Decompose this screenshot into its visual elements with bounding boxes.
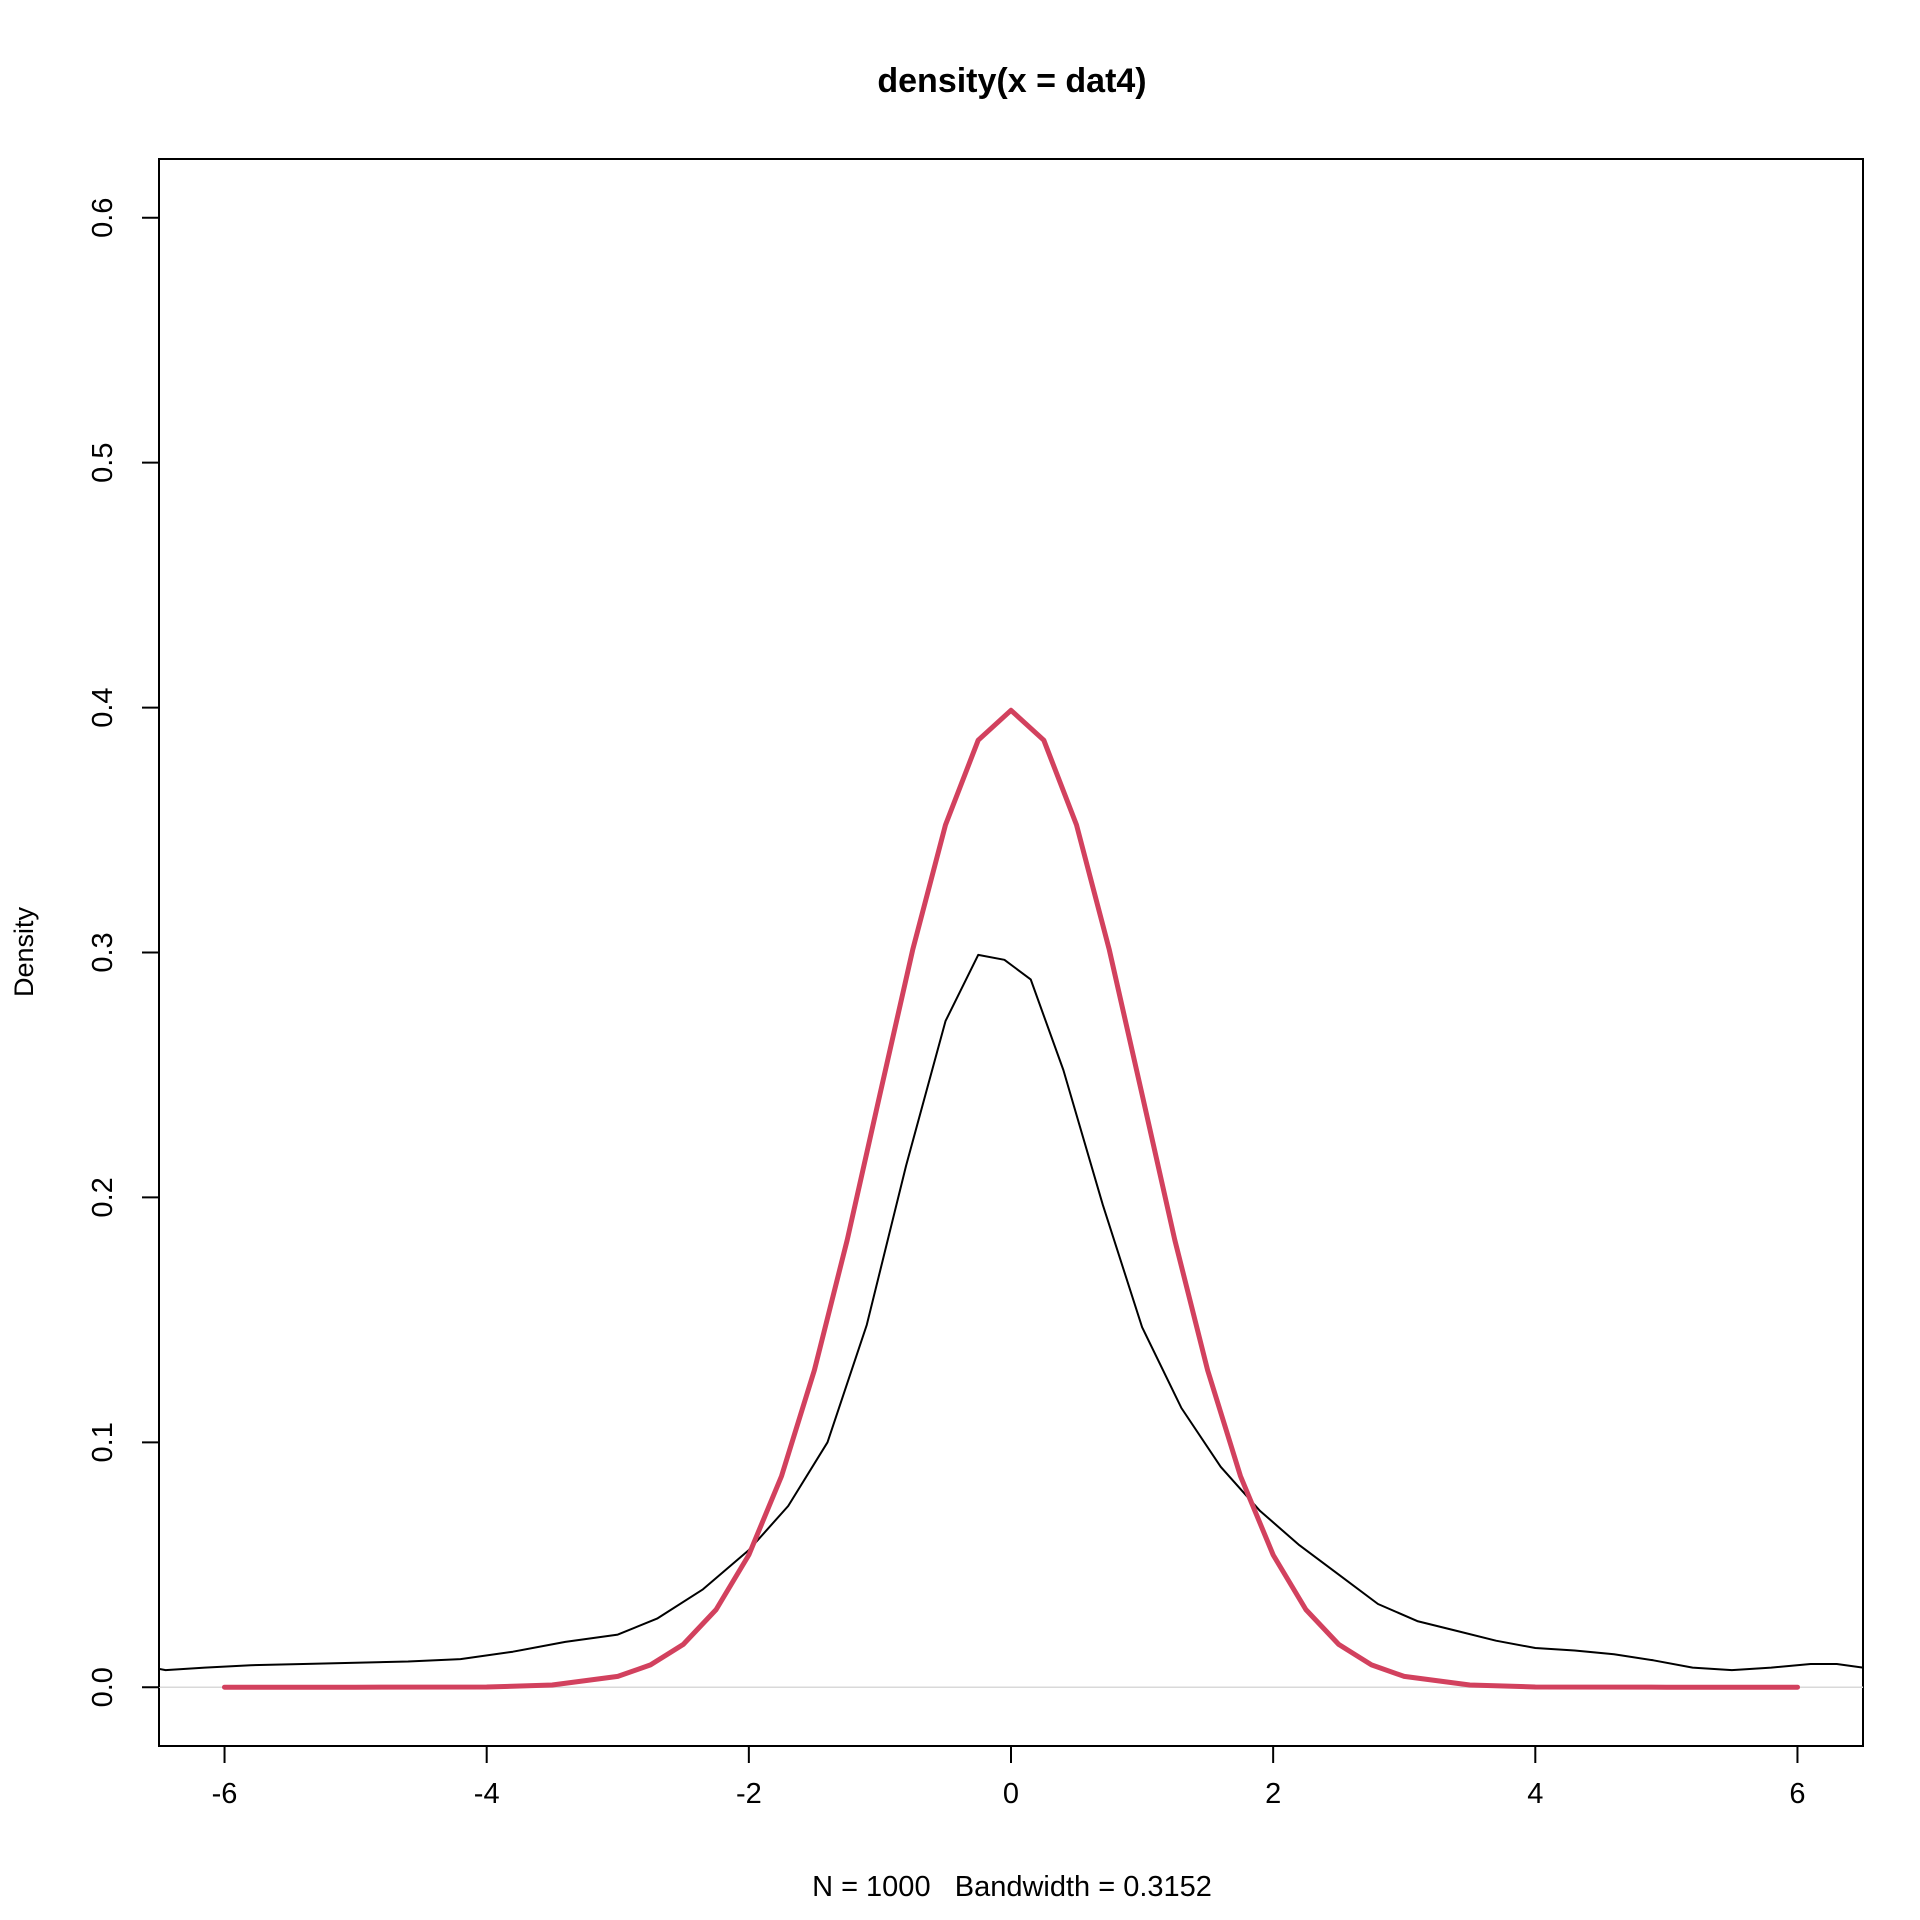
y-tick-label: 0.6 [87,198,119,238]
x-tick-label: -6 [212,1778,238,1810]
y-tick-label: 0.5 [87,443,119,483]
x-tick-label: 6 [1789,1778,1805,1810]
x-tick-label: 2 [1265,1778,1281,1810]
y-tick-label: 0.0 [87,1667,119,1707]
series-layer [159,707,1863,1690]
y-tick-label: 0.2 [87,1177,119,1217]
density-estimate-line [159,953,1863,1672]
x-axis-label: N = 1000 Bandwidth = 0.3152 [812,1871,1212,1903]
x-axis: -6 -4 -2 0 2 4 6 [212,1745,1806,1810]
chart-title: density(x = dat4) [877,62,1146,100]
x-tick-label: 4 [1527,1778,1543,1810]
y-tick-label: 0.3 [87,932,119,972]
normal-density-line [222,707,1800,1690]
x-tick-label: -2 [736,1778,762,1810]
x-tick-label: 0 [1003,1778,1019,1810]
plot-frame [158,158,1864,1747]
x-tick-label: -4 [474,1778,500,1810]
y-tick-label: 0.4 [87,687,119,727]
y-axis: 0.0 0.1 0.2 0.3 0.4 0.5 0.6 [87,198,160,1707]
y-axis-label: Density [9,906,39,997]
y-tick-label: 0.1 [87,1422,119,1462]
